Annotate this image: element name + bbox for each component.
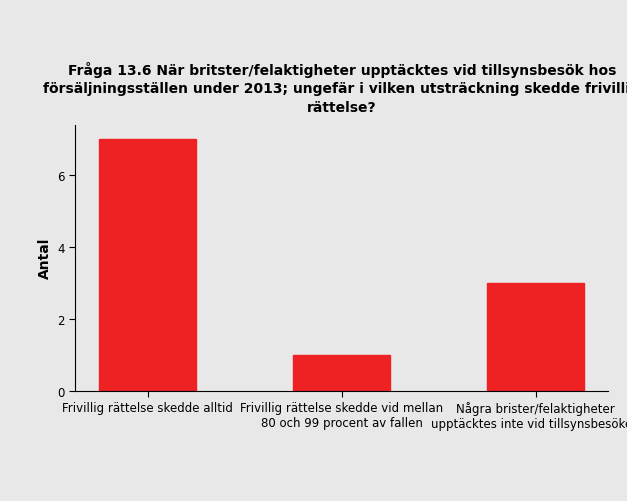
Title: Fråga 13.6 När britster/felaktigheter upptäcktes vid tillsynsbesök hos
försäljni: Fråga 13.6 När britster/felaktigheter up…: [43, 62, 627, 114]
Bar: [487, 283, 584, 391]
Bar: [100, 140, 196, 391]
Y-axis label: Antal: Antal: [38, 237, 52, 279]
Bar: [293, 355, 390, 391]
